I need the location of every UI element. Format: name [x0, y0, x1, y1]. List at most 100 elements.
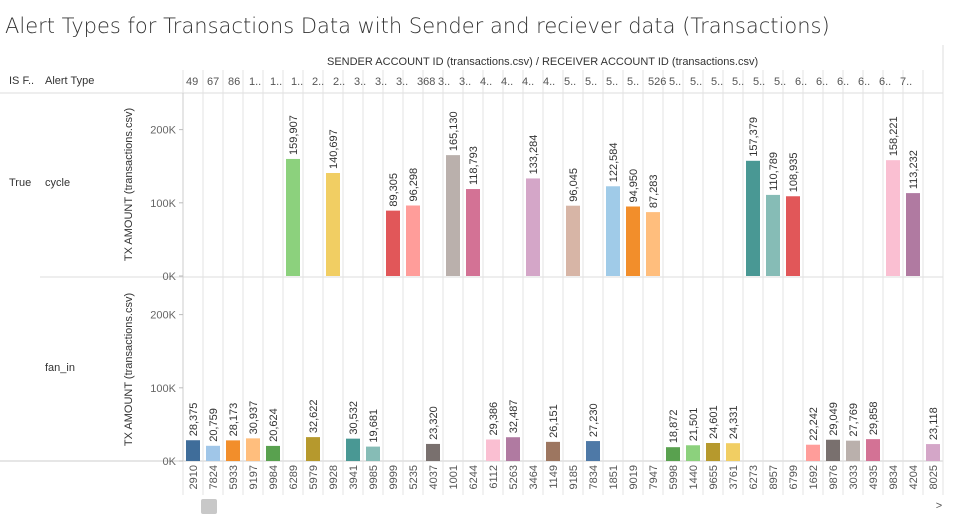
data-label: 19,681: [368, 409, 380, 443]
receiver-id-label: 3941: [348, 465, 360, 489]
receiver-id-label: 4037: [428, 465, 440, 489]
is-fraud-header[interactable]: IS F..: [9, 75, 35, 87]
receiver-id-label: 1692: [808, 465, 820, 489]
bar-fan_in: [706, 442, 720, 461]
data-label: 28,173: [228, 403, 240, 437]
bar-fan_in: [366, 446, 380, 461]
data-label: 113,232: [908, 150, 920, 189]
sender-id-label: 49: [186, 76, 198, 88]
data-label: 157,379: [748, 117, 760, 157]
data-label: 118,793: [468, 146, 480, 185]
data-label: 21,501: [688, 408, 700, 442]
y-tick-label: 100K: [150, 198, 176, 210]
bar-fan_in: [246, 438, 260, 461]
bar-cycle: [286, 158, 300, 276]
receiver-id-label: 1001: [448, 465, 460, 489]
receiver-id-label: 9984: [268, 465, 280, 489]
bar-cycle: [766, 194, 780, 276]
data-label: 110,789: [768, 152, 780, 191]
chart-title: Alert Types for Transactions Data with S…: [5, 14, 830, 38]
sender-id-label: 4..: [501, 76, 513, 88]
receiver-id-label: 9985: [368, 465, 380, 489]
bar-fan_in: [506, 437, 520, 461]
bar-cycle: [446, 155, 460, 276]
receiver-id-label: 7947: [648, 465, 660, 489]
sender-id-label: 5..: [564, 76, 576, 88]
sender-id-label: 6..: [879, 76, 891, 88]
receiver-id-label: 6112: [488, 465, 500, 489]
receiver-id-label: 3033: [848, 465, 860, 489]
receiver-id-label: 2910: [188, 465, 200, 489]
sender-id-label: 67: [207, 76, 219, 88]
bar-fan_in: [666, 447, 680, 461]
data-label: 30,532: [348, 401, 360, 435]
y-axis-label: TX AMOUNT (transactions.csv): [123, 293, 135, 446]
sender-id-label: 2..: [333, 76, 345, 88]
bar-fan_in: [726, 443, 740, 461]
data-label: 20,759: [208, 408, 220, 442]
data-label: 94,950: [628, 169, 640, 203]
data-label: 158,221: [888, 116, 900, 156]
bar-fan_in: [226, 440, 240, 461]
data-label: 24,331: [728, 406, 740, 440]
bar-fan_in: [206, 445, 220, 461]
bar-fan_in: [486, 439, 500, 461]
bar-cycle: [406, 205, 420, 276]
sender-id-label: 6..: [816, 76, 828, 88]
sender-id-label: 5..: [732, 76, 744, 88]
sender-id-label: 3..: [438, 76, 450, 88]
sender-id-label: 6..: [858, 76, 870, 88]
receiver-id-label: 1440: [688, 465, 700, 489]
sender-id-label: 86: [228, 76, 240, 88]
sender-id-label: 6..: [795, 76, 807, 88]
receiver-id-label: 6799: [788, 465, 800, 489]
receiver-id-label: 4204: [908, 465, 920, 489]
data-label: 32,487: [508, 400, 520, 434]
receiver-id-label: 6244: [468, 465, 480, 489]
receiver-id-label: 9876: [828, 465, 840, 489]
bar-fan_in: [306, 437, 320, 461]
bar-fan_in: [686, 445, 700, 461]
bar-cycle: [646, 212, 660, 276]
receiver-id-label: 7824: [208, 465, 220, 489]
column-header-label: SENDER ACCOUNT ID (transactions.csv) / R…: [327, 56, 759, 68]
bar-fan_in: [846, 440, 860, 461]
data-label: 96,045: [568, 168, 580, 202]
horizontal-scrollbar[interactable]: [187, 498, 947, 515]
receiver-id-label: 3761: [728, 465, 740, 489]
scroll-thumb[interactable]: [201, 499, 217, 514]
data-label: 89,305: [388, 173, 400, 207]
row-alert-type-fan-in: fan_in: [45, 362, 75, 374]
row-alert-type-cycle: cycle: [45, 177, 71, 189]
y-tick-label: 0K: [163, 456, 177, 468]
data-label: 22,242: [808, 407, 820, 441]
receiver-id-label: 8957: [768, 465, 780, 489]
scroll-right-button[interactable]: >: [935, 500, 943, 512]
receiver-id-label: 4935: [868, 465, 880, 489]
sender-id-label: 5..: [606, 76, 618, 88]
alert-type-header[interactable]: Alert Type: [45, 75, 95, 87]
data-label: 159,907: [288, 115, 300, 155]
data-label: 29,386: [488, 402, 500, 436]
bar-cycle: [566, 205, 580, 276]
receiver-id-label: 8025: [928, 465, 940, 489]
receiver-id-label: 1149: [548, 465, 560, 489]
sender-id-label: 5..: [711, 76, 723, 88]
bar-fan_in: [826, 439, 840, 461]
bar-cycle: [906, 193, 920, 276]
sender-id-label: 4..: [522, 76, 534, 88]
data-label: 23,118: [928, 407, 940, 440]
receiver-id-label: 3464: [528, 465, 540, 489]
bar-fan_in: [866, 439, 880, 461]
data-label: 32,622: [308, 399, 320, 433]
receiver-id-label: 1851: [608, 465, 620, 489]
data-label: 23,320: [428, 406, 440, 440]
data-label: 28,375: [188, 403, 200, 437]
sender-id-label: 368: [417, 76, 435, 88]
sender-id-label: 4..: [480, 76, 492, 88]
sender-id-label: 2..: [312, 76, 324, 88]
data-label: 96,298: [408, 168, 420, 202]
receiver-id-label: 9185: [568, 465, 580, 489]
y-tick-label: 200K: [150, 125, 176, 137]
